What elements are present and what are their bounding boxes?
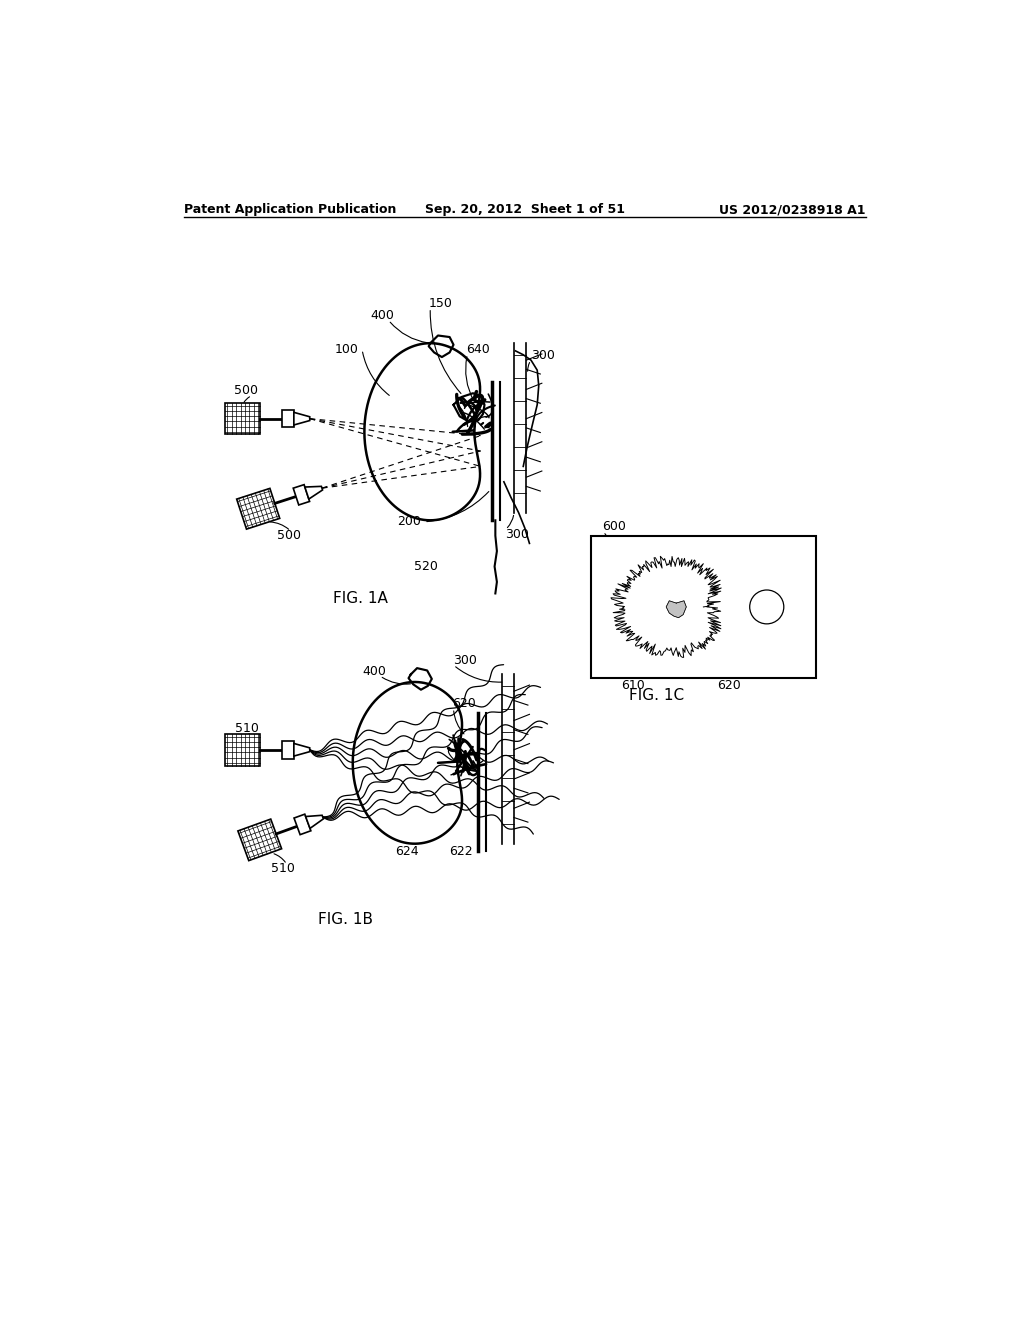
Polygon shape xyxy=(225,734,260,766)
Polygon shape xyxy=(667,601,686,618)
Polygon shape xyxy=(305,816,324,829)
Polygon shape xyxy=(283,741,294,759)
Polygon shape xyxy=(225,403,260,434)
Polygon shape xyxy=(238,820,282,861)
Text: 300: 300 xyxy=(531,348,555,362)
Text: 520: 520 xyxy=(414,560,437,573)
Text: 620: 620 xyxy=(717,678,740,692)
Text: 500: 500 xyxy=(278,529,301,543)
Text: FIG. 1B: FIG. 1B xyxy=(317,912,373,927)
FancyBboxPatch shape xyxy=(592,536,816,678)
Polygon shape xyxy=(305,486,323,499)
Polygon shape xyxy=(283,409,294,428)
Text: 622: 622 xyxy=(450,845,473,858)
Text: 100: 100 xyxy=(335,343,359,356)
Text: 600: 600 xyxy=(602,520,626,533)
Polygon shape xyxy=(294,412,309,425)
Text: Sep. 20, 2012  Sheet 1 of 51: Sep. 20, 2012 Sheet 1 of 51 xyxy=(425,203,625,216)
Polygon shape xyxy=(294,814,311,834)
Text: 300: 300 xyxy=(506,528,529,541)
Text: Patent Application Publication: Patent Application Publication xyxy=(183,203,396,216)
Text: 150: 150 xyxy=(429,297,453,310)
Text: US 2012/0238918 A1: US 2012/0238918 A1 xyxy=(719,203,866,216)
Text: 510: 510 xyxy=(236,722,259,735)
Polygon shape xyxy=(237,488,280,529)
Text: FIG. 1C: FIG. 1C xyxy=(629,688,684,704)
Text: 400: 400 xyxy=(371,309,394,322)
Text: 510: 510 xyxy=(271,862,295,875)
Text: FIG. 1A: FIG. 1A xyxy=(333,591,388,606)
Text: 640: 640 xyxy=(466,343,489,356)
Text: 624: 624 xyxy=(395,845,419,858)
Text: 500: 500 xyxy=(233,384,258,397)
Polygon shape xyxy=(293,484,309,506)
Polygon shape xyxy=(294,743,309,756)
Text: 200: 200 xyxy=(397,515,421,528)
Text: 300: 300 xyxy=(454,653,477,667)
Text: 620: 620 xyxy=(452,697,476,710)
Text: 400: 400 xyxy=(362,665,386,677)
Text: 610: 610 xyxy=(621,678,645,692)
